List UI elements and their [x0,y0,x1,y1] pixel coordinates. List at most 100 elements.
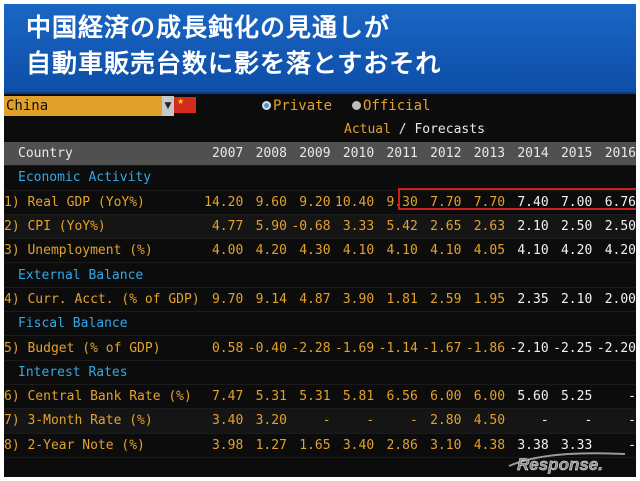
table-cell: 5.25 [548,384,593,410]
column-header-year[interactable]: 2014 [505,142,549,167]
column-header-year[interactable]: 2013 [461,142,506,167]
table-row[interactable]: 2) CPI (YoY%) 4.77 5.90 -0.68 3.33 5.42 2.65 2.… [4,214,636,240]
empty-cell [592,165,636,191]
empty-cell [505,262,549,288]
table-cell: - [592,408,636,434]
radio-private-label: Private [273,98,333,114]
section-label: Interest Rates [4,360,200,385]
empty-cell [286,262,331,288]
empty-cell [417,165,462,191]
empty-cell [374,262,418,288]
table-row[interactable]: 7) 3-Month Rate (%) 3.40 3.20- - -2.80 4.50- -… [4,408,636,434]
table-cell: 0.58 [199,335,244,361]
table-cell: 6.00 [417,384,462,410]
radio-official-label: Official [363,98,431,114]
table-cell: 1.27 [243,433,287,458]
column-header-year[interactable]: 2008 [243,142,287,167]
table-cell: 2.00 [592,287,636,313]
table-cell: 7.47 [199,384,244,410]
empty-cell [199,165,244,191]
chevron-down-icon[interactable]: ▼ [162,96,174,116]
empty-cell [374,360,418,385]
column-header-year[interactable]: 2011 [374,142,418,167]
table-cell: -0.68 [286,214,331,240]
column-header-year[interactable]: 2015 [548,142,593,167]
column-header-year[interactable]: 2010 [330,142,375,167]
table-cell: 9.30 [374,190,418,215]
table-cell: 7.70 [461,190,506,215]
empty-cell [243,311,287,337]
economic-indicators-table: Country 2007 2008 2009 2010 2011 2012 2013 2014 2… [4,142,636,458]
empty-cell [461,360,506,385]
row-label[interactable]: 8) 2-Year Note (%) [4,433,200,458]
table-cell: - [374,408,418,434]
row-label[interactable]: 6) Central Bank Rate (%) [4,384,200,410]
row-label[interactable]: 1) Real GDP (YoY%) [4,190,200,215]
table-cell: 2.50 [548,214,593,240]
empty-cell [461,262,506,288]
table-cell: 1.81 [374,287,418,313]
column-header-year[interactable]: 2007 [199,142,244,167]
table-row[interactable]: 3) Unemployment (%) 4.00 4.20 4.30 4.10 4.10 4… [4,238,636,264]
table-cell: 4.20 [243,238,287,264]
table-cell: 4.00 [199,238,244,264]
column-header-year[interactable]: 2009 [286,142,331,167]
row-label[interactable]: 4) Curr. Acct. (% of GDP) [4,287,200,313]
radio-official[interactable]: Official [352,96,430,116]
row-label[interactable]: 7) 3-Month Rate (%) [4,408,200,434]
table-cell: -1.69 [330,335,375,361]
empty-cell [505,360,549,385]
table-cell: 2.63 [461,214,506,240]
table-cell: 1.95 [461,287,506,313]
table-cell: 7.00 [548,190,593,215]
table-cell: 4.05 [461,238,506,264]
table-cell: 5.31 [243,384,287,410]
country-select[interactable]: China [4,96,172,116]
empty-cell [417,311,462,337]
table-cell: 7.40 [505,190,549,215]
table-cell: 4.87 [286,287,331,313]
radio-private[interactable]: Private [262,96,332,116]
table-cell: - [286,408,331,434]
bloomberg-terminal-panel: China ▼ ★ Private Official Actual / Fore… [4,94,636,477]
empty-cell [330,360,375,385]
forecast-highlight-box [398,188,636,210]
column-header-country[interactable]: Country [4,142,200,167]
empty-cell [548,262,593,288]
column-header-year[interactable]: 2012 [417,142,462,167]
empty-cell [505,311,549,337]
table-cell: -0.40 [243,335,287,361]
table-cell: 4.20 [592,238,636,264]
empty-cell [505,165,549,191]
empty-cell [243,262,287,288]
row-label[interactable]: 2) CPI (YoY%) [4,214,200,240]
empty-cell [374,311,418,337]
table-cell: 3.20 [243,408,287,434]
table-cell: 1.65 [286,433,331,458]
row-label[interactable]: 5) Budget (% of GDP) [4,335,200,361]
section-label: Economic Activity [4,165,200,191]
actual-forecasts-label: Actual / Forecasts [344,120,485,140]
empty-cell [592,262,636,288]
table-row[interactable]: 4) Curr. Acct. (% of GDP) 9.70 9.14 4.87 3.9… [4,287,636,313]
slide-title: 中国経済の成長鈍化の見通しが 自動車販売台数に影を落とすおそれ [26,10,626,82]
table-cell: 9.60 [243,190,287,215]
table-cell: - [505,408,549,434]
table-cell: 5.60 [505,384,549,410]
column-header-year[interactable]: 2016 [592,142,636,167]
table-cell: 3.40 [199,408,244,434]
response-logo: Response. [508,452,626,474]
table-cell: 4.38 [461,433,506,458]
row-label[interactable]: 3) Unemployment (%) [4,238,200,264]
forecasts-label: Forecasts [414,122,485,137]
table-row[interactable]: 1) Real GDP (YoY%) 14.20 9.60 9.20 10.40 9.30… [4,190,636,215]
radio-unselected-icon [352,101,361,110]
empty-cell [592,311,636,337]
empty-cell [548,360,593,385]
empty-cell [286,360,331,385]
table-row[interactable]: 5) Budget (% of GDP) 0.58 -0.40 -2.28 -1.69-… [4,335,636,361]
empty-cell [243,360,287,385]
separator-label: / [398,122,407,137]
table-row[interactable]: 6) Central Bank Rate (%) 7.47 5.31 5.31 5.81… [4,384,636,410]
